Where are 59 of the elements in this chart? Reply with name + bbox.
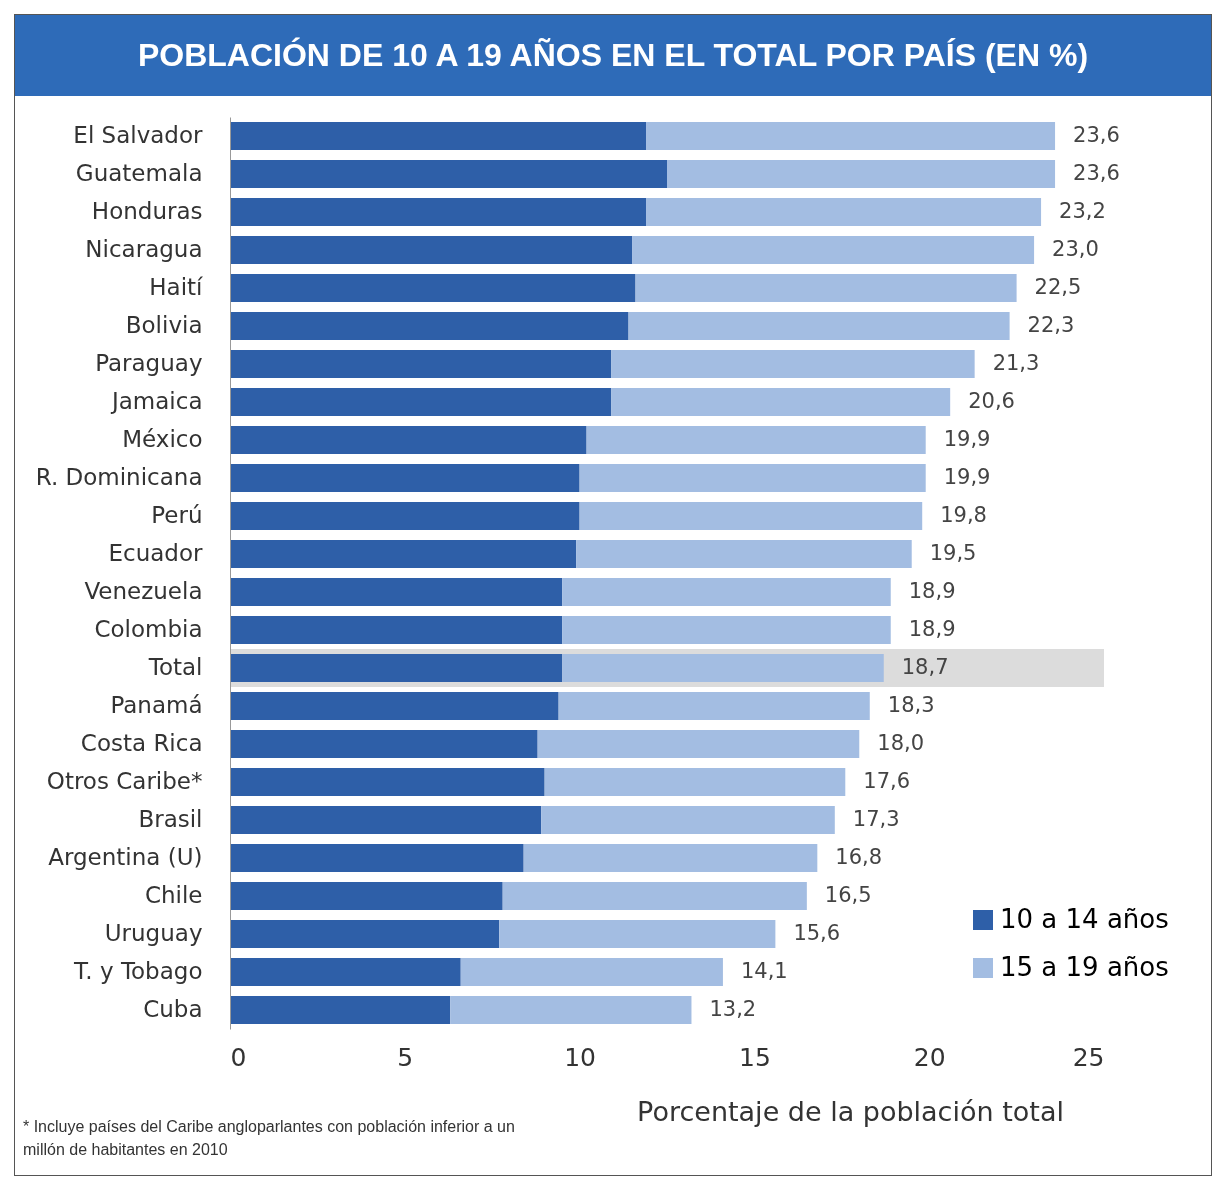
x-tick-label: 0 [230,1042,247,1072]
y-tick-label: Costa Rica [80,730,203,756]
y-tick-label: Ecuador [108,540,204,566]
total-label: 15,6 [793,921,841,945]
total-label: 23,0 [1052,237,1099,261]
y-tick-label: Colombia [94,616,203,642]
y-tick-label: Brasil [138,806,203,832]
total-label: 18,9 [908,617,956,641]
x-axis-title: Porcentaje de la población total [637,1095,1064,1127]
y-tick-label: Nicaragua [85,236,203,262]
y-tick-label: Uruguay [104,920,203,946]
total-label: 16,5 [824,883,872,907]
x-tick-label: 20 [913,1042,946,1072]
y-tick-label: Total [147,654,203,680]
y-tick-label: Guatemala [75,160,203,186]
y-tick-label: Perú [151,502,203,528]
total-label: 16,8 [835,845,883,869]
y-tick-label: Chile [144,882,203,908]
x-tick-label: 15 [738,1042,771,1072]
y-tick-label: Venezuela [84,578,203,604]
total-label: 23,2 [1059,199,1106,223]
total-label: 19,8 [940,503,987,527]
x-tick-label: 5 [397,1042,414,1072]
y-tick-label: Panamá [110,692,203,718]
total-label: 18,7 [901,655,949,679]
total-label: 19,5 [929,541,977,565]
total-label: 19,9 [943,427,991,451]
total-label: 18,0 [877,731,925,755]
y-tick-label: Otros Caribe* [46,768,203,794]
total-label: 22,5 [1034,275,1082,299]
total-label: 13,2 [709,997,757,1021]
y-tick-label: Honduras [91,198,203,224]
text: * Incluye países del Caribe angloparlantes con población inferior a un millón de habitantes en 2010 [23,1117,516,1161]
legend-label: 15 a 19 años [1000,952,1169,982]
total-label: 18,9 [908,579,956,603]
total-label: 14,1 [740,959,788,983]
total-label: 23,6 [1073,161,1120,185]
total-label: 23,6 [1073,123,1120,147]
legend-label: 10 a 14 años [1000,904,1169,934]
x-tick-label: 25 [1072,1042,1105,1072]
total-label: 21,3 [992,351,1040,375]
total-label: 19,9 [943,465,991,489]
total-label: 18,3 [887,693,935,717]
y-tick-label: México [122,426,203,452]
y-tick-label: Paraguay [95,350,203,376]
y-tick-label: Bolivia [125,312,203,338]
total-label: 17,6 [863,769,911,793]
y-tick-label: El Salvador [73,122,204,148]
y-tick-label: Cuba [143,996,203,1022]
y-tick-label: T. y Tobago [73,958,203,984]
y-tick-label: R. Dominicana [35,464,203,490]
x-tick-label: 10 [564,1042,597,1072]
total-label: 22,3 [1027,313,1075,337]
chart-title: POBLACIÓN DE 10 A 19 AÑOS EN EL TOTAL POR PAÍS (EN %) [15,15,1211,96]
total-label: 20,6 [968,389,1015,413]
y-tick-label: Jamaica [109,388,203,414]
total-label: 17,3 [852,807,900,831]
y-tick-label: Argentina (U) [48,844,203,870]
y-tick-label: Haití [149,274,204,300]
